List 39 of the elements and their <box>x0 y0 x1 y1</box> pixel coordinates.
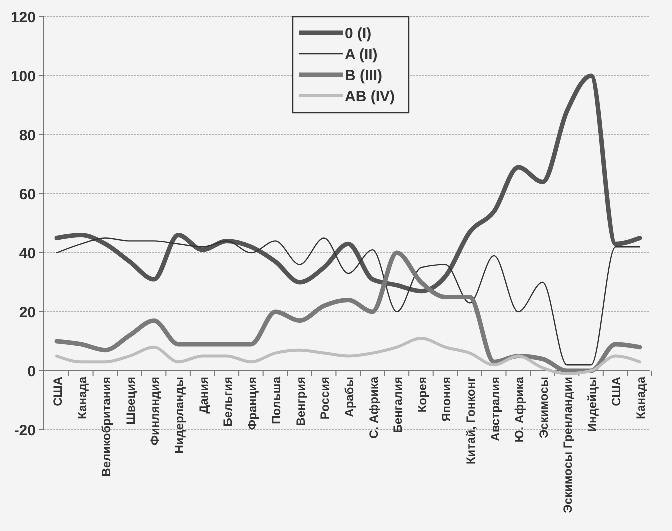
y-tick-label: -20 <box>14 422 36 440</box>
line-series <box>56 238 641 366</box>
line-series <box>56 337 642 376</box>
x-tick-label: Арабы <box>342 377 356 418</box>
x-tick-label: Финляндия <box>148 377 162 446</box>
x-tick-label: Россия <box>318 377 332 420</box>
x-tick-label: Швеция <box>124 377 138 425</box>
x-tick-label: Венгрия <box>294 377 308 426</box>
x-tick-label: С. Африка <box>366 376 381 439</box>
y-tick-label: 0 <box>28 363 36 380</box>
x-tick-label: Бельгия <box>221 377 236 427</box>
x-tick-label: Эскимосы Гренландии <box>561 377 576 514</box>
legend-label: A (II) <box>345 46 378 64</box>
x-tick-label: Ю. Африка <box>512 376 527 443</box>
legend-label: 0 (I) <box>345 25 372 42</box>
x-tick-label: Дания <box>196 377 211 414</box>
x-tick-label: Япония <box>440 377 454 422</box>
y-tick-label: 80 <box>19 127 36 144</box>
legend-label: AB (IV) <box>345 88 395 106</box>
x-tick-label: Нидерланды <box>172 377 186 454</box>
x-tick-label: Польша <box>270 376 284 424</box>
x-tick-label: Корея <box>415 377 430 413</box>
y-tick-label: 20 <box>19 304 36 322</box>
x-tick-label: Франция <box>245 377 260 430</box>
x-tick-label: Канада <box>634 376 648 420</box>
x-tick-label: Бенгалия <box>391 377 406 434</box>
x-tick-label: Эскимосы <box>536 377 551 438</box>
x-tick-label: Канада <box>75 376 90 420</box>
y-tick-label: 100 <box>10 68 36 86</box>
x-tick-label: Китай, Гонконг <box>464 377 478 465</box>
x-tick-label: США <box>610 376 624 406</box>
x-tick-label: Индейцы <box>585 377 600 432</box>
x-tick-label: Австралия <box>488 377 502 442</box>
y-tick-label: 120 <box>10 9 36 26</box>
y-tick-label: 40 <box>19 245 36 262</box>
x-tick-label: США <box>51 376 65 406</box>
legend-label: B (III) <box>345 67 382 84</box>
y-tick-label: 60 <box>19 186 36 204</box>
x-tick-label: Великобритания <box>100 377 114 477</box>
